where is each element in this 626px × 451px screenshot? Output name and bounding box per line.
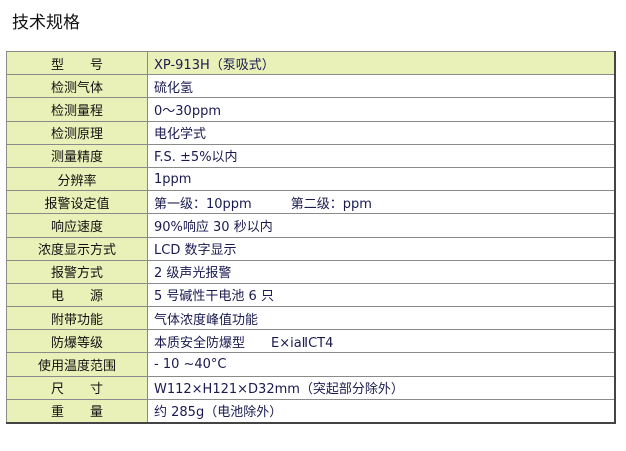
table-row: 浓度显示方式 LCD 数字显示: [6, 236, 616, 261]
table-row: 测量精度 F.S. ±5%以内: [6, 143, 616, 168]
spec-value: 气体浓度峰值功能: [147, 306, 616, 331]
spec-value: LCD 数字显示: [147, 236, 616, 261]
table-row: 重 量约 285g（电池除外）: [6, 398, 616, 424]
spec-label: 浓度显示方式: [6, 236, 148, 261]
spec-label: 报警方式: [6, 259, 148, 284]
spec-label: 电 源: [6, 282, 148, 308]
spec-value: 硫化氢: [147, 74, 616, 99]
spec-value: 5 号碱性干电池 6 只: [147, 282, 616, 308]
spec-label: 检测量程: [6, 97, 148, 122]
spec-value: 电化学式: [147, 120, 616, 145]
table-row: 使用温度范围 - 10 ~40°C: [6, 352, 616, 377]
table-row: 报警设定值 第一级：10ppm 第二级：ppm: [6, 190, 616, 215]
table-row: 尺 寸 W112×H121×D32mm（突起部分除外）: [6, 375, 616, 400]
spec-table: 型 号 XP-913H（泵吸式） 检测气体 硫化氢 检测量程 0～30ppm 检测原理 电化学…: [6, 50, 616, 424]
spec-label: 重 量: [6, 398, 148, 424]
spec-value: - 10 ~40°C: [147, 352, 616, 377]
table-row: 响应速度 90%响应 30 秒以内: [6, 213, 616, 238]
spec-value: 1ppm: [147, 166, 616, 192]
spec-value: 第一级：10ppm 第二级：ppm: [147, 190, 616, 215]
page-title: 技术规格: [12, 13, 80, 33]
spec-value: F.S. ±5%以内: [147, 143, 616, 168]
table-row: 防爆等级 本质安全防爆型 E×iaⅡCT4: [6, 329, 616, 354]
table-row: 检测量程 0～30ppm: [6, 97, 616, 122]
spec-value: 2 级声光报警: [147, 259, 616, 284]
spec-label: 型 号: [6, 50, 148, 76]
table-row: 分辨率 1ppm: [6, 166, 616, 192]
spec-value: 约 285g（电池除外）: [147, 398, 616, 424]
table-row: 检测原理 电化学式: [6, 120, 616, 145]
spec-label: 分辨率: [6, 166, 148, 192]
spec-value: 0～30ppm: [147, 97, 616, 122]
spec-label: 附带功能: [6, 306, 148, 331]
spec-value: XP-913H（泵吸式）: [147, 50, 616, 76]
spec-label: 报警设定值: [6, 190, 148, 215]
spec-value: 90%响应 30 秒以内: [147, 213, 616, 238]
table-row: 报警方式 2 级声光报警: [6, 259, 616, 284]
spec-label: 使用温度范围: [6, 352, 148, 377]
spec-label: 防爆等级: [6, 329, 148, 354]
spec-label: 尺 寸: [6, 375, 148, 400]
spec-label: 响应速度: [6, 213, 148, 238]
table-row: 附带功能 气体浓度峰值功能: [6, 306, 616, 331]
spec-label: 检测原理: [6, 120, 148, 145]
spec-label: 测量精度: [6, 143, 148, 168]
spec-label: 检测气体: [6, 74, 148, 99]
spec-value: W112×H121×D32mm（突起部分除外）: [147, 375, 616, 400]
table-row: 检测气体 硫化氢: [6, 74, 616, 99]
spec-value: 本质安全防爆型 E×iaⅡCT4: [147, 329, 616, 354]
table-row: 型 号 XP-913H（泵吸式）: [6, 50, 616, 76]
